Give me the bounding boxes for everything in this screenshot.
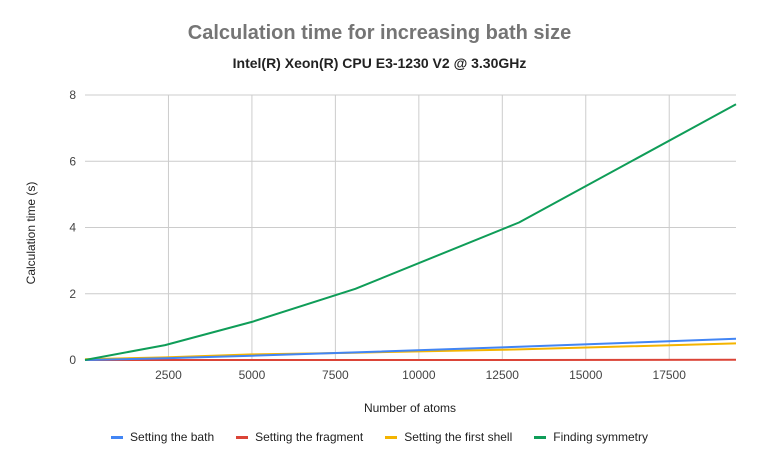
legend: Setting the bath Setting the fragment Sett…	[0, 430, 759, 444]
x-tick-labels: 2500 5000 7500 10000 12500 15000 17500	[155, 368, 686, 382]
y-tick-label: 4	[69, 221, 76, 235]
x-tick-label: 12500	[486, 368, 520, 382]
y-tick-label: 8	[69, 88, 76, 102]
y-tick-label: 6	[69, 154, 76, 168]
x-tick-label: 7500	[322, 368, 349, 382]
legend-swatch	[236, 435, 249, 439]
x-tick-label: 10000	[402, 368, 436, 382]
legend-swatch	[111, 435, 124, 439]
y-tick-label: 0	[69, 353, 76, 367]
x-tick-label: 17500	[653, 368, 687, 382]
y-axis-title: Calculation time (s)	[24, 182, 38, 285]
y-tick-label: 2	[69, 287, 76, 301]
legend-swatch	[534, 435, 547, 439]
x-axis-title: Number of atoms	[364, 401, 456, 415]
legend-item: Setting the fragment	[236, 430, 363, 444]
legend-item: Setting the bath	[111, 430, 214, 444]
legend-label: Setting the bath	[130, 430, 215, 444]
x-tick-label: 2500	[155, 368, 182, 382]
grid-lines	[85, 94, 736, 361]
y-tick-labels: 0 2 4 6 8	[69, 88, 76, 367]
x-tick-label: 15000	[569, 368, 603, 382]
chart-subtitle: Intel(R) Xeon(R) CPU E3-1230 V2 @ 3.30GH…	[232, 55, 527, 71]
legend-label: Setting the first shell	[404, 430, 513, 444]
legend-label: Finding symmetry	[553, 430, 648, 444]
legend-label: Setting the fragment	[255, 430, 364, 444]
x-tick-label: 5000	[239, 368, 266, 382]
series-line-finding-symmetry	[84, 103, 737, 361]
legend-item: Setting the first shell	[385, 430, 512, 444]
legend-item: Finding symmetry	[534, 430, 648, 444]
series-line-setting-the-bath	[84, 337, 737, 361]
series-lines	[84, 103, 737, 361]
chart-title: Calculation time for increasing bath siz…	[187, 22, 572, 44]
legend-swatch	[385, 435, 398, 439]
